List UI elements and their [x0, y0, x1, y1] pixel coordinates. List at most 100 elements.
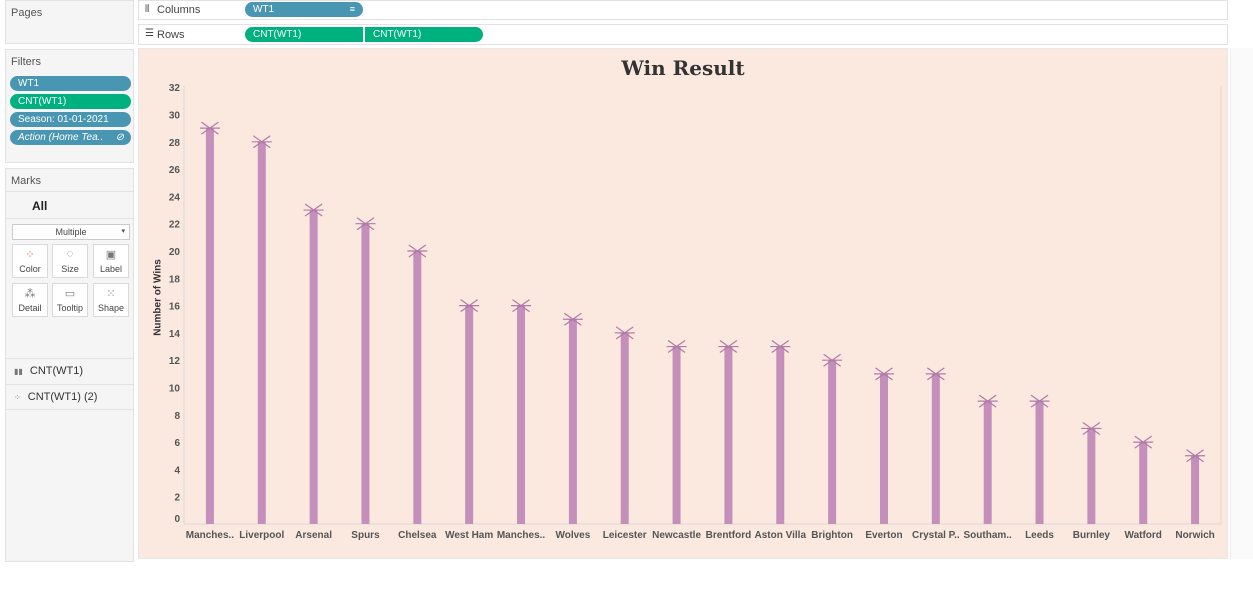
- asterisk-marker: [1185, 449, 1206, 463]
- mark-type-select[interactable]: Multiple ▾: [12, 224, 130, 240]
- y-tick-label: 12: [169, 356, 181, 367]
- bar: [257, 141, 266, 525]
- asterisk-marker: [562, 312, 583, 326]
- y-tick-label: 10: [169, 384, 181, 395]
- tooltip-button[interactable]: ▭ Tooltip: [52, 283, 88, 317]
- shape-icon: ⁘: [14, 393, 21, 402]
- sort-icon: ≡: [349, 4, 355, 14]
- filter-pill-cnt[interactable]: CNT(WT1): [10, 94, 131, 109]
- x-tick-label: Chelsea: [398, 530, 437, 541]
- filter-pill-action[interactable]: Action (Home Tea.. ⊘: [10, 130, 131, 145]
- rows-pill-2-label: CNT(WT1): [373, 29, 422, 40]
- x-tick-label: Newcastle: [652, 530, 701, 541]
- size-button[interactable]: ◌ Size: [52, 244, 88, 278]
- asterisk-marker: [614, 326, 635, 340]
- asterisk-marker: [718, 340, 739, 354]
- y-tick-label: 8: [174, 411, 180, 422]
- filter-pill-wt1[interactable]: WT1: [10, 76, 131, 91]
- marks-card-label: CNT(WT1): [29, 365, 84, 377]
- marks-divider: [6, 358, 133, 359]
- columns-pill-wt1[interactable]: WT1 ≡: [245, 2, 363, 17]
- bar-chart-icon: ▮▮: [14, 367, 23, 376]
- asterisk-marker: [822, 353, 843, 367]
- x-tick-label: Leeds: [1025, 530, 1054, 541]
- chart-title: Win Result: [621, 56, 745, 80]
- bar: [413, 251, 422, 524]
- bar: [205, 128, 214, 524]
- x-tick-label: Spurs: [351, 530, 380, 541]
- x-tick-label: Norwich: [1175, 530, 1214, 541]
- asterisk-marker: [199, 121, 220, 135]
- x-tick-label: Wolves: [555, 530, 590, 541]
- bar: [620, 332, 629, 524]
- x-tick-label: Arsenal: [295, 530, 332, 541]
- x-tick-label: Burnley: [1073, 530, 1111, 541]
- x-tick-label: Crystal P..: [912, 530, 960, 541]
- x-tick-label: Everton: [865, 530, 902, 541]
- marks-card-shape[interactable]: ⁘ CNT(WT1) (2): [14, 391, 97, 403]
- mark-type-value: Multiple: [55, 227, 87, 237]
- detail-button[interactable]: ⁂ Detail: [12, 283, 48, 317]
- tooltip-label: Tooltip: [56, 303, 83, 313]
- bar: [776, 346, 785, 524]
- y-tick-label: 20: [169, 247, 181, 258]
- asterisk-marker: [303, 203, 324, 217]
- rows-label: Rows: [157, 29, 185, 41]
- marks-divider: [6, 218, 133, 219]
- x-tick-label: Aston Villa: [755, 530, 807, 541]
- asterisk-marker: [355, 217, 376, 231]
- asterisk-marker: [511, 299, 532, 313]
- asterisk-marker: [873, 367, 894, 381]
- bar: [724, 346, 733, 524]
- y-tick-label: 26: [169, 165, 181, 176]
- rows-pill-1[interactable]: CNT(WT1): [245, 27, 363, 42]
- chevron-down-icon: ▾: [121, 228, 125, 235]
- filter-label: Season: 01-01-2021: [18, 114, 109, 125]
- bar: [931, 373, 940, 524]
- y-tick-label: 28: [169, 138, 181, 149]
- rows-icon: ☰: [145, 28, 154, 39]
- x-tick-label: Liverpool: [239, 530, 284, 541]
- y-tick-label: 22: [169, 220, 181, 231]
- marks-card-bar[interactable]: ▮▮ CNT(WT1): [14, 365, 83, 377]
- filter-pill-season[interactable]: Season: 01-01-2021: [10, 112, 131, 127]
- filter-label: Action (Home Tea..: [18, 132, 104, 143]
- y-tick-label: 6: [174, 438, 180, 449]
- size-icon: ◌: [66, 248, 74, 260]
- bar: [879, 373, 888, 524]
- bar: [1191, 455, 1200, 524]
- y-tick-label: 16: [169, 302, 181, 313]
- columns-icon: ⫴: [145, 4, 150, 15]
- marks-divider: [6, 191, 133, 192]
- x-tick-label: Manches..: [186, 530, 235, 541]
- y-tick-label: 14: [169, 329, 181, 340]
- x-tick-label: Brighton: [811, 530, 853, 541]
- asterisk-marker: [1081, 421, 1102, 435]
- bar: [361, 223, 370, 524]
- rows-shelf[interactable]: ☰ Rows CNT(WT1) CNT(WT1): [138, 24, 1228, 45]
- marks-card-label: CNT(WT1) (2): [27, 391, 98, 403]
- right-scrollbar[interactable]: [1230, 48, 1253, 559]
- label-icon: ▣: [105, 249, 117, 261]
- asterisk-marker: [770, 340, 791, 354]
- chart-background: [138, 48, 1228, 559]
- filters-panel: Filters WT1 CNT(WT1) Season: 01-01-2021 …: [5, 49, 134, 163]
- rows-pill-2[interactable]: CNT(WT1): [365, 27, 483, 42]
- x-tick-label: Southam..: [964, 530, 1013, 541]
- detail-label: Detail: [18, 303, 42, 313]
- bar: [1035, 401, 1044, 524]
- size-label: Size: [61, 264, 79, 274]
- side-empty-area: [5, 410, 134, 562]
- label-label: Label: [99, 264, 123, 274]
- label-button[interactable]: ▣ Label: [93, 244, 129, 278]
- color-button[interactable]: ⁘ Color: [12, 244, 48, 278]
- filters-title: Filters: [11, 56, 41, 68]
- columns-shelf[interactable]: ⫴ Columns WT1 ≡: [138, 0, 1228, 20]
- marks-all-tab[interactable]: All: [32, 199, 48, 213]
- columns-label: Columns: [157, 4, 201, 16]
- rows-pill-1-label: CNT(WT1): [253, 29, 302, 40]
- asterisk-marker: [925, 367, 946, 381]
- shape-button[interactable]: ⁙ Shape: [93, 283, 129, 317]
- y-tick-label: 18: [169, 274, 181, 285]
- asterisk-marker: [666, 340, 687, 354]
